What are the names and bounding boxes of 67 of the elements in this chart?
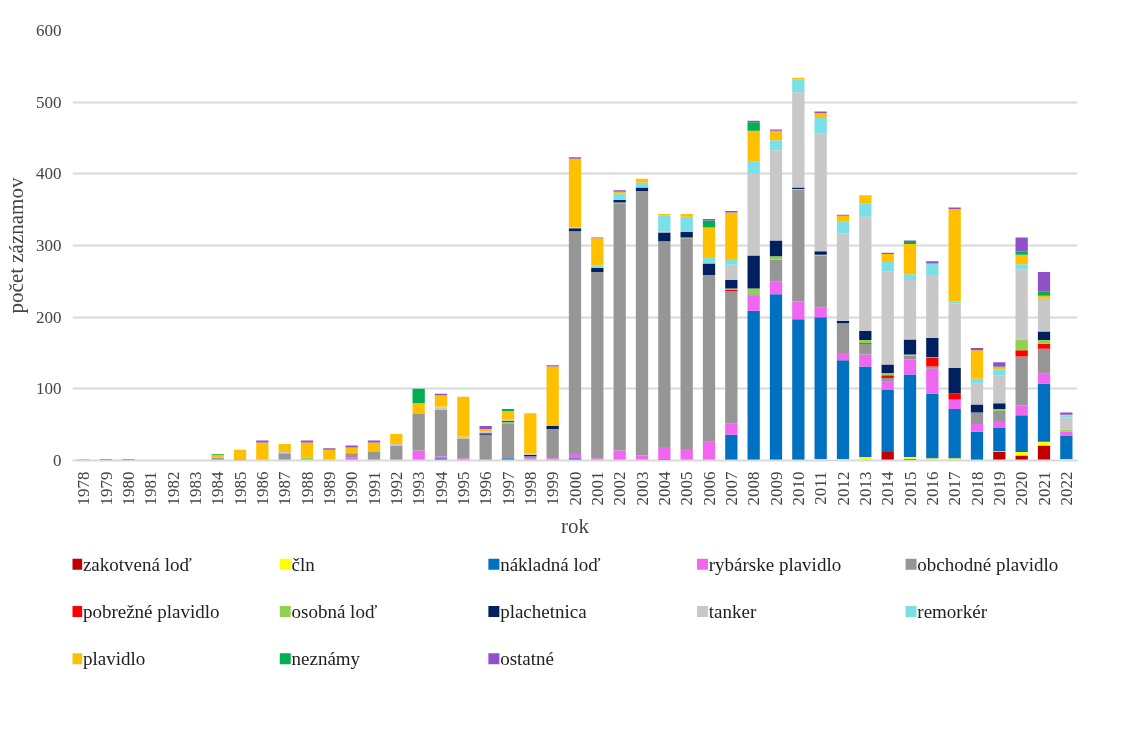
x-tick-label: 2019 <box>989 471 1009 506</box>
x-tick-label: 1994 <box>431 471 451 506</box>
x-tick-label: 2005 <box>677 471 697 506</box>
legend-label: rybárske plavidlo <box>708 553 842 575</box>
y-tick-label: 300 <box>36 236 62 255</box>
y-tick-label: 500 <box>36 92 62 112</box>
legend-label: ostatné <box>500 648 554 670</box>
x-tick-label: 2013 <box>855 471 875 506</box>
x-tick-label: 2008 <box>744 471 764 506</box>
y-tick-label: 200 <box>36 307 62 327</box>
x-tick-label: 2022 <box>1056 471 1076 506</box>
x-tick-label: 2010 <box>788 471 808 506</box>
y-tick-label: 100 <box>36 379 62 399</box>
x-tick-label: 1998 <box>520 471 540 506</box>
x-tick-label: 2009 <box>766 471 786 506</box>
x-tick-label: 1996 <box>476 471 496 506</box>
x-tick-label: 1992 <box>386 471 406 506</box>
y-tick-label: 0 <box>53 451 62 470</box>
x-tick-label: 1981 <box>141 471 161 506</box>
x-tick-label: 1987 <box>275 471 295 506</box>
x-tick-label: 2017 <box>945 471 965 506</box>
x-tick-label: 2006 <box>699 471 719 506</box>
x-tick-label: 2000 <box>565 471 585 506</box>
x-tick-label: 1983 <box>185 471 205 506</box>
x-tick-label: 2002 <box>610 471 630 506</box>
x-tick-label: 1993 <box>409 471 429 506</box>
legend-label: čln <box>291 553 316 575</box>
legend-label: neznámy <box>291 648 361 670</box>
x-tick-label: 1995 <box>453 471 473 506</box>
x-tick-label: 1980 <box>118 471 138 506</box>
x-tick-label: 2012 <box>833 471 853 506</box>
x-tick-label: 1989 <box>319 471 339 506</box>
y-tick-label: 600 <box>36 21 62 40</box>
x-tick-label: 2016 <box>922 471 942 506</box>
x-tick-label: 1988 <box>297 471 317 506</box>
x-tick-label: 2003 <box>632 471 652 506</box>
x-tick-label: 2020 <box>1012 471 1032 506</box>
legend-label: remorkér <box>917 601 988 622</box>
legend-label: osobná loď <box>291 601 378 622</box>
legend-label: zakotvená loď <box>82 553 192 575</box>
x-tick-label: 2011 <box>811 471 831 505</box>
legend-label: plachetnica <box>500 601 588 622</box>
x-tick-label: 1997 <box>498 471 518 506</box>
x-tick-label: 1991 <box>364 471 384 506</box>
legend-label: nákladná loď <box>500 553 601 575</box>
x-tick-label: 1990 <box>342 471 362 506</box>
x-tick-label: 1985 <box>230 471 250 506</box>
x-tick-label: 1986 <box>252 471 272 506</box>
x-tick-label: 2021 <box>1034 471 1054 506</box>
x-tick-label: 1999 <box>543 471 563 506</box>
y-axis-title: počet záznamov <box>4 177 28 314</box>
x-tick-label: 2001 <box>587 471 607 506</box>
x-tick-label: 2004 <box>654 471 674 506</box>
x-tick-label: 1979 <box>96 471 116 506</box>
x-tick-label: 2014 <box>878 471 898 506</box>
legend-label: plavidlo <box>82 648 146 670</box>
x-tick-label: 1982 <box>163 471 183 506</box>
x-tick-label: 1984 <box>208 471 228 506</box>
x-tick-label: 2007 <box>721 471 741 506</box>
x-tick-label: 2015 <box>900 471 920 506</box>
legend-label: tanker <box>708 601 757 622</box>
y-tick-label: 400 <box>36 164 62 184</box>
legend-label: obchodné plavidlo <box>917 553 1059 575</box>
legend-label: pobrežné plavidlo <box>82 601 220 622</box>
x-tick-label: 1978 <box>74 471 94 506</box>
x-axis-title: rok <box>561 513 590 538</box>
x-tick-label: 2018 <box>967 471 987 506</box>
